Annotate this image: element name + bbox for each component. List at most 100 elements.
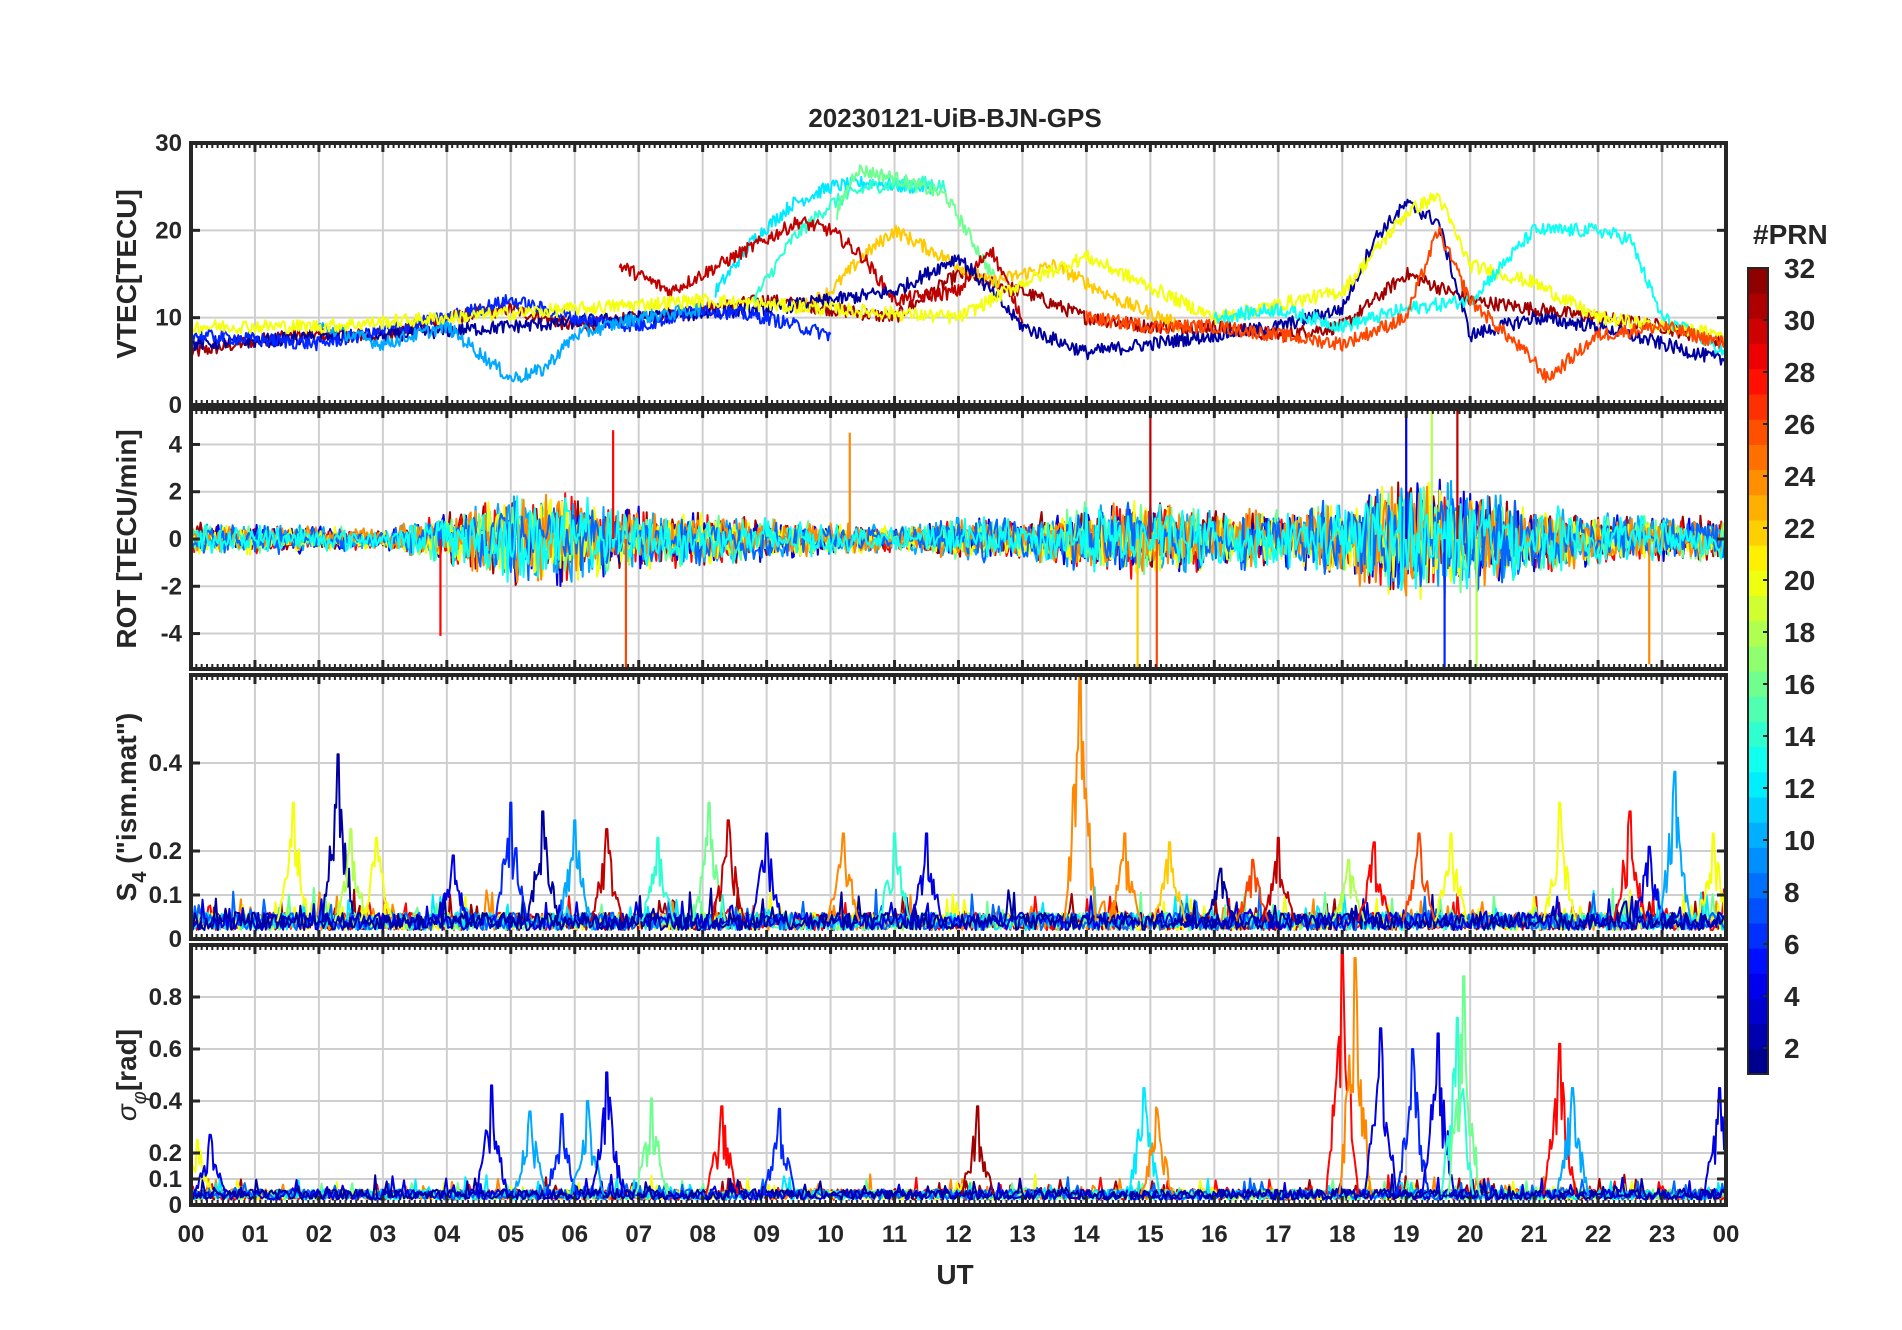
y-axis-label-vtec: VTEC[TECU] [111,189,142,359]
s4-spike [1261,836,1296,922]
s4-spike [359,836,393,922]
colorbar-segment [1748,519,1768,546]
panel-sigma_phi: 00.10.2 0.4 0.6 0.8 σφ[rad] 00 01 02 03 04 05 06 07 0… [111,943,1740,1248]
vtec-series-prn-22 [798,224,1184,333]
sigma_phi-spike [634,1097,669,1195]
vtec-series-prn-26 [1085,226,1726,384]
s4-spike [1235,858,1270,922]
sigma_phi-spike [1421,1032,1456,1195]
rot-series-prn-13 [191,487,1726,591]
s4-spike [909,832,944,922]
x-tick-label: 02 [306,1221,333,1248]
colorbar-segment [1748,570,1768,597]
traces-rot [191,409,1726,669]
x-tick-label: 07 [625,1221,652,1248]
sigma_phi-spike [704,1105,739,1195]
colorbar-title: #PRN [1753,219,1828,250]
x-tick-label: 16 [1201,1221,1228,1248]
panel-vtec: 0 10 20 30 VTEC[TECU] [111,130,1728,419]
colorbar-segment [1748,922,1768,949]
s4-spike [525,810,560,922]
x-tick-label: 12 [945,1221,972,1248]
s4-spike [493,801,528,922]
vtec-series-prn-20 [191,192,1726,343]
x-tick-label: 22 [1585,1221,1612,1248]
s4-spike [826,832,861,922]
colorbar-segment [1748,469,1768,496]
x-tick-label: 17 [1265,1221,1292,1248]
x-tick-label: 06 [561,1221,588,1248]
x-tick-label: 00 [178,1221,205,1248]
sigma_phi-spike [1127,1087,1161,1195]
colorbar-segment [1748,268,1768,294]
colorbar-tick-label: 28 [1784,357,1815,388]
sigma_phi-spike [1395,1048,1430,1195]
y-tick-label: 30 [155,130,182,157]
colorbar-segment [1748,696,1768,722]
colorbar-tick-label: 22 [1784,513,1815,544]
x-tick-label: 15 [1137,1221,1164,1248]
x-tick-label: 00 [1713,1221,1740,1248]
colorbar-tick-label: 32 [1784,253,1815,284]
colorbar-segment [1748,368,1768,395]
y-tick-label: 0.2 [149,838,182,865]
colorbar-tick-label: 30 [1784,305,1815,336]
colorbar-tick-label: 26 [1784,409,1815,440]
colorbar-tick-label: 24 [1784,461,1816,492]
colorbar-segment [1748,419,1768,445]
s4-spike [877,832,912,922]
s4-spike [1402,832,1436,922]
colorbar-segment [1748,595,1768,622]
x-tick-label: 20 [1457,1221,1484,1248]
colorbar-tick-label: 4 [1784,981,1800,1012]
colorbar-segment [1748,872,1768,899]
colorbar-segment [1748,293,1768,319]
sigma_phi-spike [960,1105,995,1195]
sigma_phi-spike [762,1107,797,1195]
x-tick-label: 05 [497,1221,524,1248]
x-tick-label: 19 [1393,1221,1420,1248]
y-tick-label: 2 [169,479,182,506]
colorbar-tick-label: 10 [1784,825,1815,856]
vtec-series-prn-10 [318,301,704,383]
s4-spike [436,854,471,922]
sigma_phi-spike [1338,957,1372,1195]
s4-spike [1203,867,1238,922]
y-tick-label: -2 [161,573,182,600]
traces-vtec [191,164,1726,384]
sigma_phi-spike [1440,1016,1475,1195]
y-tick-label: 0.1 [149,1166,182,1193]
vtec-series-prn-14 [752,175,947,306]
y-tick-label: 0.8 [149,984,182,1011]
sigma_phi-spike [589,1071,624,1195]
panel-s4: 0 0.1 0.2 0.4S4 ("ism.mat") [111,673,1728,953]
colorbar-segment [1748,645,1768,672]
colorbar-tick-label: 14 [1784,721,1816,752]
x-tick-label: 09 [753,1221,780,1248]
sigma_phi-spike [1446,975,1481,1195]
colorbar-segment [1748,671,1768,697]
colorbar-segment [1748,721,1768,748]
s4-spike [589,828,624,922]
vtec-series-prn-6 [191,294,832,352]
y-tick-label: 0.1 [149,882,182,909]
colorbar-segment [1748,1048,1768,1075]
colorbar-segment [1748,444,1768,471]
s4-spike [711,819,746,922]
s4-spike [749,832,784,922]
y-tick-label: 10 [155,305,182,332]
colorbar-segment [1748,973,1768,1000]
y-tick-label: 0.2 [149,1140,182,1167]
colorbar-tick-label: 16 [1784,669,1815,700]
colorbar-tick-label: 12 [1784,773,1815,804]
y-axis-label-s4: S4 ("ism.mat") [111,713,151,902]
sigma_phi-spike [1702,1087,1726,1195]
colorbar-segment [1748,620,1768,647]
colorbar-segment [1748,746,1768,773]
s4-spike [333,828,367,922]
y-axis-label-sigma_phi: σφ[rad] [111,1029,151,1121]
colorbar-tick-label: 8 [1784,877,1800,908]
